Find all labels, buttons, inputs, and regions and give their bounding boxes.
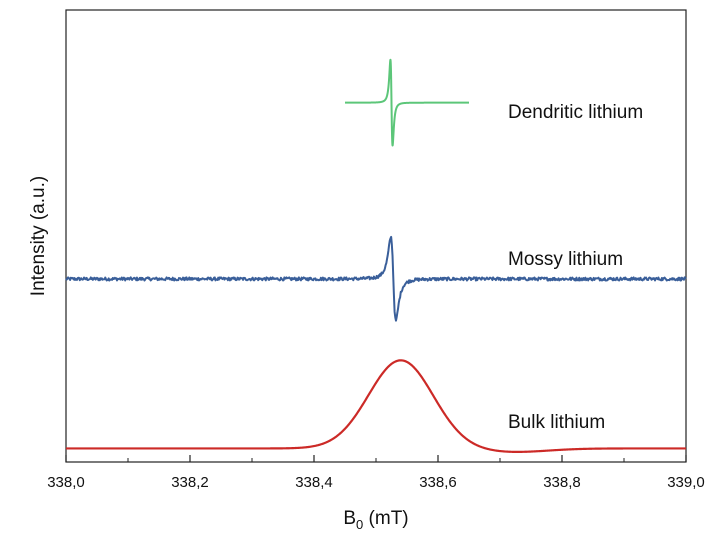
- x-axis-title-subscript: 0: [356, 517, 363, 532]
- x-tick-label: 338,6: [419, 474, 457, 491]
- x-tick-label: 338,2: [171, 474, 209, 491]
- x-tick-label: 339,0: [667, 474, 705, 491]
- plot-frame: [65, 9, 687, 463]
- x-tick-label: 338,0: [47, 474, 85, 491]
- series-line: [65, 359, 687, 453]
- series-lines: [65, 58, 687, 453]
- x-tick-label: 338,4: [295, 474, 333, 491]
- series-label: Mossy lithium: [508, 249, 623, 270]
- series-line: [65, 235, 687, 322]
- x-axis-title: B0 (mT): [343, 508, 408, 532]
- series-label: Dendritic lithium: [508, 102, 643, 123]
- series-line: [344, 58, 470, 147]
- x-ticks: 338,0 338,2 338,4 338,6 338,8 339,0: [47, 455, 705, 491]
- y-axis-title: Intensity (a.u.): [28, 176, 49, 296]
- series-labels: Dendritic lithium Mossy lithium Bulk lithi…: [508, 102, 643, 433]
- series-label: Bulk lithium: [508, 412, 605, 433]
- x-tick-label: 338,8: [543, 474, 581, 491]
- x-axis-title-unit: (mT): [363, 508, 408, 529]
